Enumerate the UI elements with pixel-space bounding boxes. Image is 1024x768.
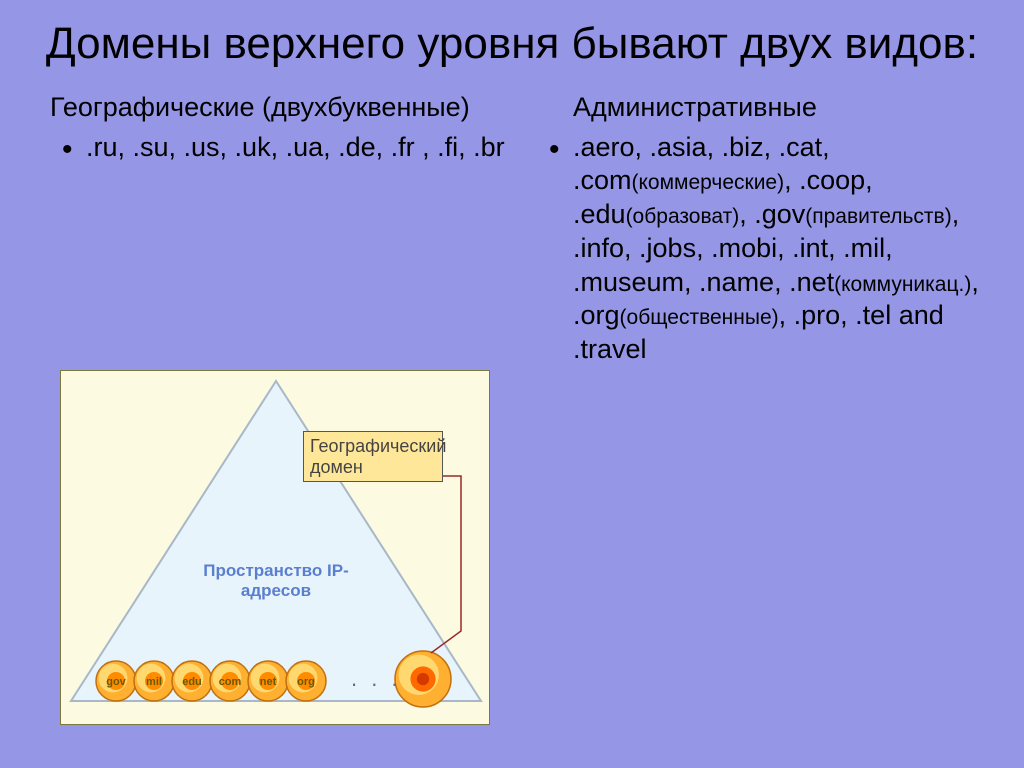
left-bullet: .ru, .su, .us, .uk, .ua, .de, .fr , .fi,… <box>86 131 507 165</box>
left-column: Географические (двухбуквенные) .ru, .su,… <box>50 91 507 367</box>
triangle-label: Пространство IP-адресов <box>176 561 376 602</box>
left-heading: Географические (двухбуквенные) <box>50 91 507 125</box>
ip-space-diagram: Пространство IP-адресов Географический д… <box>60 370 490 725</box>
big-domain-circle <box>395 651 451 707</box>
svg-text:edu: edu <box>182 676 202 688</box>
svg-text:gov: gov <box>106 676 126 688</box>
geo-domain-callout: Географический домен <box>303 431 443 482</box>
right-bullet: .aero, .asia, .biz, .cat, .com(коммерчес… <box>573 131 994 367</box>
right-heading: Административные <box>537 91 994 125</box>
svg-text:net: net <box>260 676 277 688</box>
right-column: Административные .aero, .asia, .biz, .ca… <box>537 91 994 367</box>
svg-text:com: com <box>219 676 242 688</box>
ellipsis-dots: . . . <box>351 666 402 692</box>
content-columns: Географические (двухбуквенные) .ru, .su,… <box>0 81 1024 367</box>
svg-text:org: org <box>297 676 315 688</box>
svg-text:mil: mil <box>146 676 162 688</box>
page-title: Домены верхнего уровня бывают двух видов… <box>0 0 1024 81</box>
